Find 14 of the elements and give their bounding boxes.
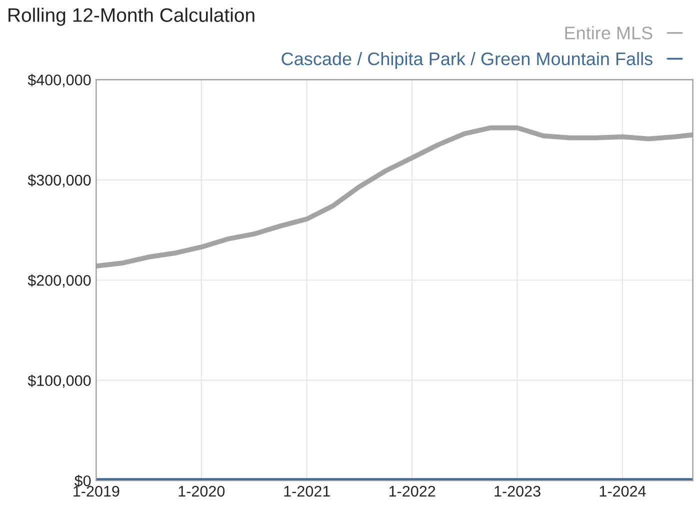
legend-label: Cascade / Chipita Park / Green Mountain Falls [282,52,652,69]
legend-label: Entire MLS [565,26,652,40]
y-tick-label: $100,000 [28,374,91,388]
y-tick-label: $400,000 [28,74,91,88]
y-tick-label: $300,000 [28,174,91,188]
x-tick-label: 1-2019 [74,486,120,497]
chart-title: Rolling 12-Month Calculation [8,8,254,26]
x-tick-label: 1-2024 [600,486,646,497]
x-tick-label: 1-2020 [178,486,225,497]
x-tick-label: 1-2023 [494,486,540,497]
y-tick-label: $200,000 [28,274,91,288]
x-tick-label: 1-2021 [284,486,330,497]
x-tick-label: 1-2022 [389,486,436,497]
y-tick-label: $0 [74,474,91,488]
